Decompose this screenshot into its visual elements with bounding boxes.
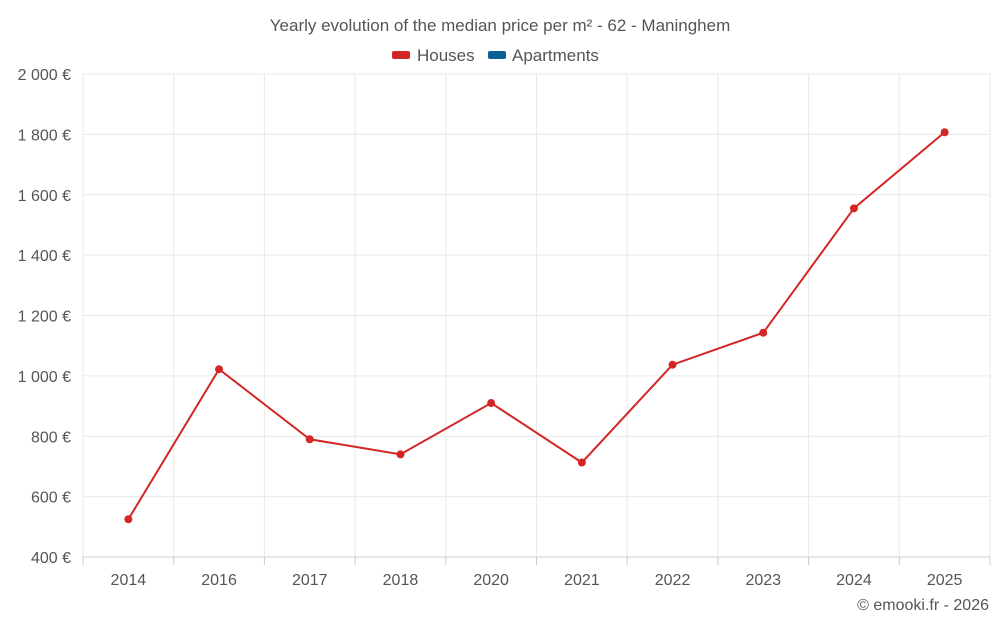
y-tick-label: 2 000 € [18,67,71,84]
legend-item-apartments[interactable]: Apartments [488,46,599,65]
y-tick-label: 1 800 € [18,127,71,144]
x-tick-label: 2021 [564,572,600,589]
data-point-houses[interactable] [577,458,586,467]
chart-title: Yearly evolution of the median price per… [270,16,731,35]
copyright-credit: © emooki.fr - 2026 [857,597,989,614]
data-point-houses[interactable] [759,328,768,337]
legend: Houses Apartments [392,46,599,65]
y-tick-label: 400 € [31,550,71,567]
data-series [124,128,949,524]
data-point-houses[interactable] [305,435,314,444]
x-tick-label: 2020 [473,572,509,589]
data-point-houses[interactable] [396,450,405,459]
x-tick-label: 2022 [655,572,691,589]
data-point-houses[interactable] [668,360,677,369]
x-tick-label: 2023 [745,572,781,589]
legend-label-apartments: Apartments [512,46,599,65]
y-tick-label: 1 000 € [18,369,71,386]
data-point-houses[interactable] [487,399,496,408]
legend-label-houses: Houses [417,46,475,65]
x-tick-label: 2024 [836,572,872,589]
gridlines [82,73,991,557]
x-tick-label: 2017 [292,572,328,589]
x-tick-label: 2025 [927,572,963,589]
data-point-houses[interactable] [849,204,858,213]
data-point-houses[interactable] [215,365,224,374]
x-tick-label: 2016 [201,572,237,589]
y-tick-label: 1 200 € [18,309,71,326]
data-point-houses[interactable] [940,128,949,137]
series-line-houses [127,131,946,520]
x-tick-label: 2014 [111,572,147,589]
legend-swatch-apartments [488,51,506,59]
legend-item-houses[interactable]: Houses [392,46,475,65]
y-tick-label: 800 € [31,429,71,446]
y-tick-label: 600 € [31,490,71,507]
legend-swatch-houses [392,51,410,59]
y-tick-label: 1 600 € [18,188,71,205]
axes: 400 € 600 € 800 € 1 000 € 1 200 € 1 400 € 1 60… [18,67,991,589]
y-tick-label: 1 400 € [18,248,71,265]
data-point-houses[interactable] [124,515,133,524]
x-tick-label: 2018 [383,572,419,589]
